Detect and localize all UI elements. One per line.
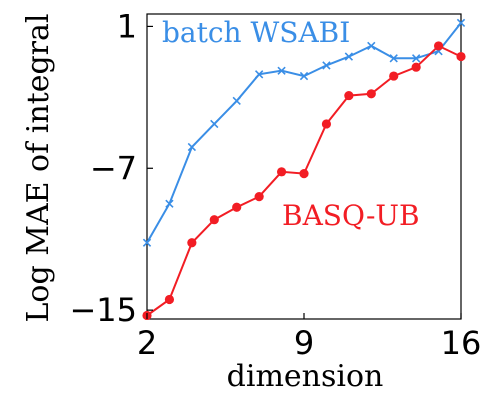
data-point-0-3 — [210, 119, 219, 129]
data-point-0-5 — [254, 70, 264, 79]
data-point-0-1 — [165, 199, 174, 208]
data-point-0-2 — [187, 142, 197, 152]
y-tick-label-0: 1 — [117, 7, 137, 45]
data-point-0-7 — [299, 71, 309, 81]
data-point-0-0 — [142, 238, 152, 247]
data-point-1-6 — [276, 167, 287, 177]
series-markers — [142, 18, 466, 321]
tick-labels: 2 9 16 1 −7 −15 — [69, 7, 481, 362]
data-point-1-3 — [209, 215, 219, 225]
data-point-1-11 — [389, 71, 399, 81]
data-point-0-4 — [232, 96, 241, 106]
data-point-1-13 — [433, 41, 444, 51]
data-point-1-12 — [411, 62, 421, 72]
series-label-batch-wsabi: batch WSABI — [162, 16, 350, 49]
series-label-basq-ub: BASQ-UB — [282, 199, 420, 232]
y-axis-label: Log MAE of integral — [21, 14, 56, 323]
data-point-0-6 — [277, 66, 286, 75]
y-tick-label-1: −7 — [90, 149, 137, 187]
x-tick-label-0: 2 — [137, 324, 157, 362]
data-point-1-5 — [254, 192, 264, 202]
data-point-0-9 — [344, 52, 354, 61]
axis-ticks — [146, 25, 462, 319]
data-point-0-11 — [389, 54, 398, 63]
y-tick-label-2: −15 — [69, 291, 137, 329]
data-point-1-7 — [299, 168, 309, 179]
x-tick-label-1: 9 — [294, 324, 314, 362]
data-point-1-10 — [366, 89, 376, 99]
data-point-1-2 — [187, 238, 197, 248]
x-tick-label-2: 16 — [441, 324, 482, 362]
data-point-0-12 — [411, 54, 421, 63]
data-point-1-8 — [321, 119, 332, 129]
data-point-1-9 — [344, 90, 354, 101]
data-point-1-4 — [232, 202, 242, 212]
x-axis-label: dimension — [227, 359, 384, 394]
data-point-1-1 — [164, 294, 175, 305]
data-point-0-8 — [322, 61, 331, 70]
data-point-0-14 — [456, 18, 466, 28]
data-point-1-14 — [456, 51, 466, 62]
series-line-1 — [146, 44, 462, 317]
data-point-0-10 — [367, 41, 376, 51]
